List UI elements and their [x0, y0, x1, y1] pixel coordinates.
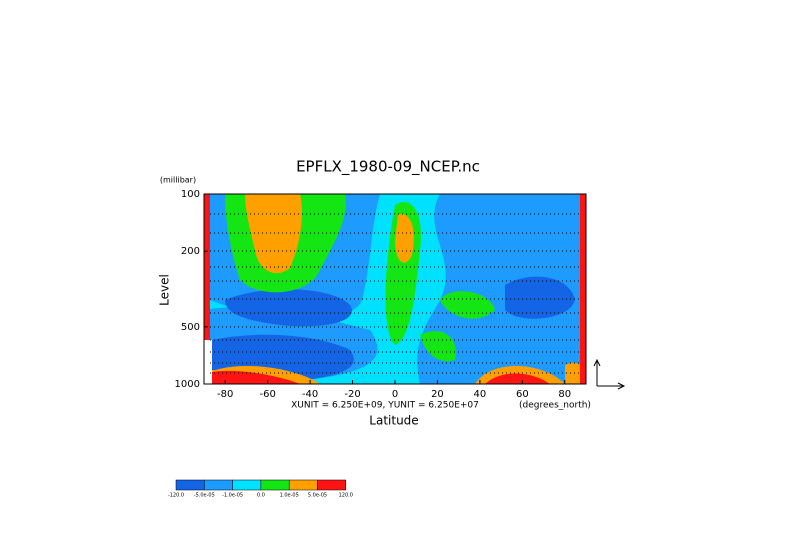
x-tick-label: -20 — [344, 389, 360, 400]
y-tick-label: 500 — [181, 322, 200, 333]
region — [505, 276, 575, 319]
y-unit: (millibar) — [160, 176, 196, 185]
x-tick-label: 60 — [516, 389, 529, 400]
x-axis-title: Latitude — [369, 414, 418, 428]
region — [580, 194, 586, 384]
x-tick-label: -60 — [259, 389, 275, 400]
arrow — [593, 358, 601, 386]
contour-field — [204, 194, 586, 384]
colorbar-label: -120.0 — [168, 493, 184, 499]
colorbar-label: 5.0e-05 — [308, 493, 327, 499]
colorbar-label: 120.0 — [339, 493, 353, 499]
y-axis-title: Level — [158, 274, 172, 306]
x-tick-label: -80 — [217, 389, 233, 400]
x-tick-label: 80 — [558, 389, 571, 400]
vector-scale: XUNIT = 6.250E+09, YUNIT = 6.250E+07 — [291, 401, 479, 411]
region — [420, 331, 456, 362]
y-tick-label: 100 — [181, 189, 200, 200]
region — [225, 289, 352, 327]
region — [204, 370, 300, 384]
y-tick-label: 1000 — [175, 379, 200, 390]
colorbar-box — [175, 479, 205, 491]
colorbar-box — [288, 479, 318, 491]
region — [204, 194, 210, 384]
colorbar-label: -1.0e-05 — [222, 493, 243, 499]
region — [204, 340, 212, 384]
arrow — [597, 382, 626, 390]
region — [485, 373, 550, 384]
vector-scale-arrows — [593, 358, 626, 390]
x-tick-label: 20 — [431, 389, 444, 400]
region — [395, 214, 414, 263]
x-tick-label: 40 — [474, 389, 487, 400]
x-tick-label: 0 — [392, 389, 398, 400]
region — [417, 194, 586, 384]
colorbar-box — [232, 479, 262, 491]
colorbar-label: 0.0 — [257, 493, 265, 499]
region — [245, 194, 302, 274]
colorbar-label: 1.0e-05 — [280, 493, 299, 499]
y-tick-label: 200 — [181, 246, 200, 257]
x-unit: (degrees_north) — [519, 401, 591, 411]
colorbar-box — [204, 479, 233, 491]
x-tick-label: -40 — [302, 389, 318, 400]
region — [440, 291, 495, 319]
colorbar-box — [260, 479, 290, 491]
colorbar-box — [317, 479, 347, 491]
vector-rows — [210, 213, 580, 374]
colorbar-label: -5.0e-05 — [194, 493, 215, 499]
chart-title: EPFLX_1980-09_NCEP.nc — [296, 158, 480, 177]
